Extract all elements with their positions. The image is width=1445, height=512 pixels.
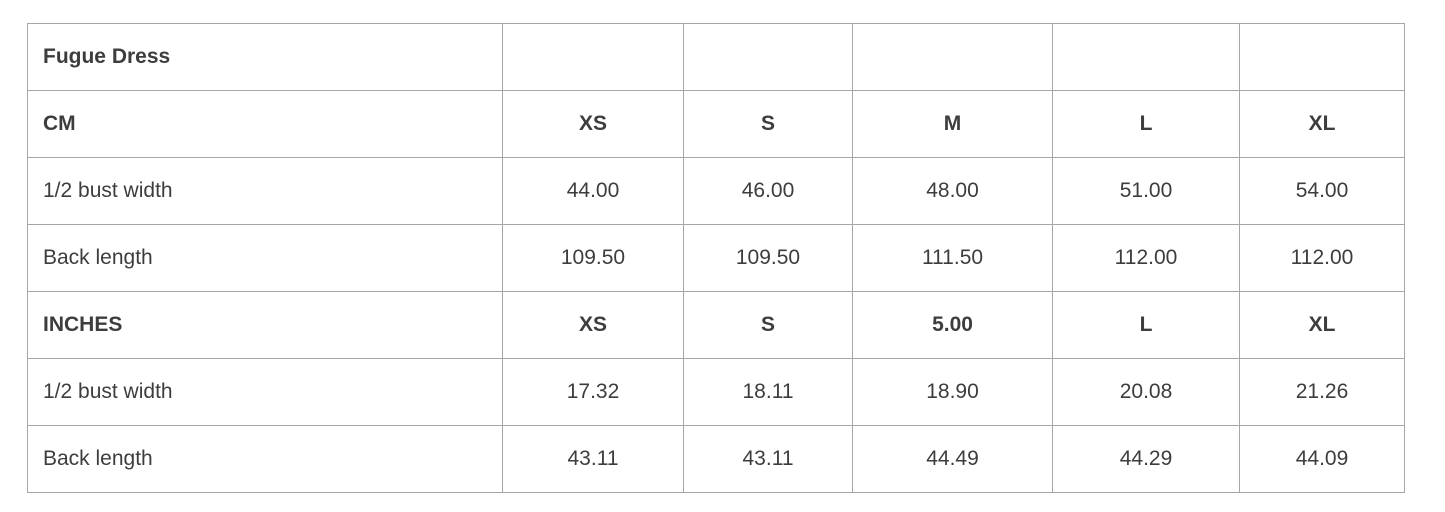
- measurement-value: 112.00: [1239, 224, 1405, 292]
- size-header-s: S: [683, 90, 853, 158]
- measurement-value: 21.26: [1239, 358, 1405, 426]
- empty-cell: [683, 23, 853, 91]
- measurement-label: 1/2 bust width: [27, 157, 503, 225]
- measurement-label: Back length: [27, 425, 503, 493]
- size-header-xs: XS: [502, 90, 684, 158]
- table-row-inches-back-length: Back length 43.11 43.11 44.49 44.29 44.0…: [27, 425, 1405, 493]
- measurement-value: 20.08: [1052, 358, 1240, 426]
- measurement-value: 111.50: [852, 224, 1053, 292]
- table-row-inches-bust-width: 1/2 bust width 17.32 18.11 18.90 20.08 2…: [27, 358, 1405, 426]
- measurement-value: 48.00: [852, 157, 1053, 225]
- size-chart-table: Fugue Dress CM XS S M L XL 1/2 bust widt…: [27, 23, 1405, 493]
- measurement-value: 44.29: [1052, 425, 1240, 493]
- empty-cell: [1239, 23, 1405, 91]
- table-row-cm-header: CM XS S M L XL: [27, 90, 1405, 158]
- size-header-l: L: [1052, 90, 1240, 158]
- size-chart-container: Fugue Dress CM XS S M L XL 1/2 bust widt…: [27, 23, 1405, 493]
- measurement-value: 46.00: [683, 157, 853, 225]
- size-header-m: M: [852, 90, 1053, 158]
- measurement-value: 112.00: [1052, 224, 1240, 292]
- size-header-xl: XL: [1239, 90, 1405, 158]
- measurement-value: 44.09: [1239, 425, 1405, 493]
- size-header-xs: XS: [502, 291, 684, 359]
- measurement-value: 109.50: [502, 224, 684, 292]
- measurement-value: 44.49: [852, 425, 1053, 493]
- measurement-value: 54.00: [1239, 157, 1405, 225]
- measurement-value: 109.50: [683, 224, 853, 292]
- measurement-label: 1/2 bust width: [27, 358, 503, 426]
- unit-label-cm: CM: [27, 90, 503, 158]
- size-header-m: 5.00: [852, 291, 1053, 359]
- measurement-value: 18.11: [683, 358, 853, 426]
- size-header-s: S: [683, 291, 853, 359]
- measurement-value: 18.90: [852, 358, 1053, 426]
- measurement-value: 51.00: [1052, 157, 1240, 225]
- unit-label-inches: INCHES: [27, 291, 503, 359]
- measurement-value: 44.00: [502, 157, 684, 225]
- table-row-cm-back-length: Back length 109.50 109.50 111.50 112.00 …: [27, 224, 1405, 292]
- product-title: Fugue Dress: [27, 23, 503, 91]
- empty-cell: [1052, 23, 1240, 91]
- table-row-cm-bust-width: 1/2 bust width 44.00 46.00 48.00 51.00 5…: [27, 157, 1405, 225]
- measurement-value: 43.11: [502, 425, 684, 493]
- table-row-title: Fugue Dress: [27, 23, 1405, 91]
- empty-cell: [852, 23, 1053, 91]
- size-header-l: L: [1052, 291, 1240, 359]
- size-header-xl: XL: [1239, 291, 1405, 359]
- table-row-inches-header: INCHES XS S 5.00 L XL: [27, 291, 1405, 359]
- empty-cell: [502, 23, 684, 91]
- measurement-value: 17.32: [502, 358, 684, 426]
- measurement-value: 43.11: [683, 425, 853, 493]
- measurement-label: Back length: [27, 224, 503, 292]
